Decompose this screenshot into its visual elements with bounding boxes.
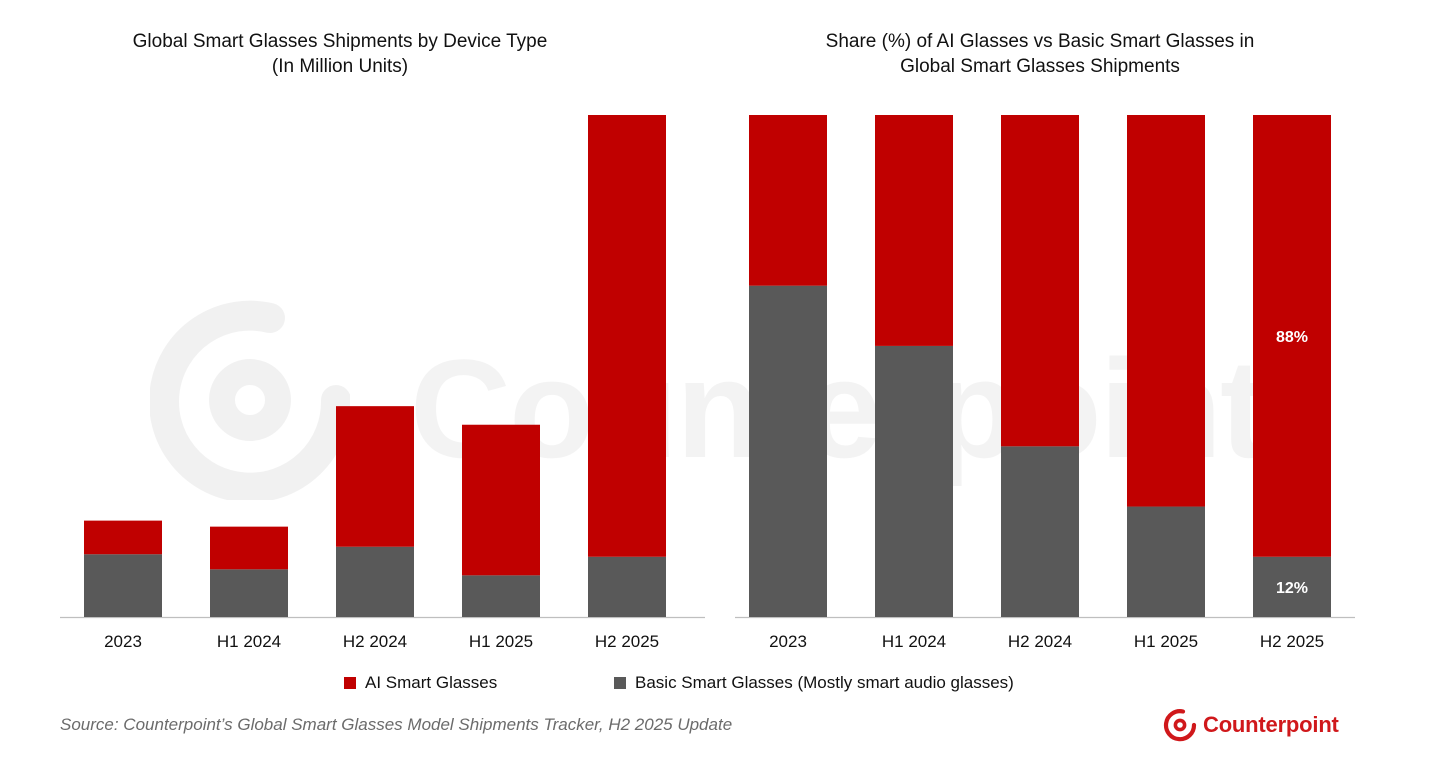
x-tick-label-c1-4: H2 2025 [1260,632,1324,651]
left-chart-title-line-2: (In Million Units) [271,56,409,77]
bar-c1-ai-4 [1253,115,1331,557]
bar-c0-basic-3 [462,575,540,617]
legend-swatch-basic [614,677,626,689]
x-tick-label-c1-3: H1 2025 [1134,632,1198,651]
x-tick-label-c0-1: H1 2024 [217,632,281,651]
bar-c1-basic-0 [749,285,827,617]
x-tick-label-c0-0: 2023 [104,632,142,651]
bar-c0-ai-2 [336,406,414,547]
brand-name: Counterpoint [1203,712,1339,737]
right-chart-title: Share (%) of AI Glasses vs Basic Smart G… [730,29,1350,79]
legend-label-basic: Basic Smart Glasses (Mostly smart audio … [635,673,1014,692]
right-chart-title-line-1: Share (%) of AI Glasses vs Basic Smart G… [825,31,1255,52]
bar-c0-ai-0 [84,520,162,555]
bar-c1-basic-1 [875,345,953,617]
x-tick-label-c1-1: H1 2024 [882,632,946,651]
bar-c1-ai-3 [1127,115,1205,507]
source-note: Source: Counterpoint’s Global Smart Glas… [60,715,733,734]
x-tick-label-c1-2: H2 2024 [1008,632,1072,651]
left-chart-title-line-1: Global Smart Glasses Shipments by Device… [132,31,548,52]
legend-item-ai: AI Smart Glasses [344,673,497,693]
data-label-c1-0: 88% [1276,329,1308,346]
brand-logo: Counterpoint [1163,708,1339,742]
left-chart-title: Global Smart Glasses Shipments by Device… [60,29,620,79]
bar-c1-basic-3 [1127,506,1205,617]
right-chart-title-line-2: Global Smart Glasses Shipments [900,56,1180,77]
bar-c0-ai-4 [588,115,666,557]
bar-c0-basic-2 [336,546,414,617]
bar-c0-basic-0 [84,554,162,617]
x-tick-label-c1-0: 2023 [769,632,807,651]
x-tick-label-c0-4: H2 2025 [595,632,659,651]
data-label-c1-1: 12% [1276,580,1308,597]
x-tick-label-c0-3: H1 2025 [469,632,533,651]
legend-item-basic: Basic Smart Glasses (Mostly smart audio … [614,673,1014,693]
bar-c0-basic-4 [588,556,666,617]
bar-c0-ai-3 [462,424,540,576]
bar-c1-ai-0 [749,115,827,286]
bar-c0-basic-1 [210,569,288,617]
counterpoint-logo-icon [1163,709,1197,742]
legend-label-ai: AI Smart Glasses [365,673,498,692]
bar-c1-ai-2 [1001,115,1079,447]
bar-c1-basic-4 [1253,556,1331,617]
plot-area: 2023 H1 2024 H2 2024 H1 2025 H2 2025 2023 H1 2… [60,115,1355,651]
bar-c0-ai-1 [210,526,288,570]
legend-swatch-ai [344,677,356,689]
x-tick-label-c0-2: H2 2024 [343,632,407,651]
bar-c1-basic-2 [1001,446,1079,617]
bar-c1-ai-1 [875,115,953,346]
